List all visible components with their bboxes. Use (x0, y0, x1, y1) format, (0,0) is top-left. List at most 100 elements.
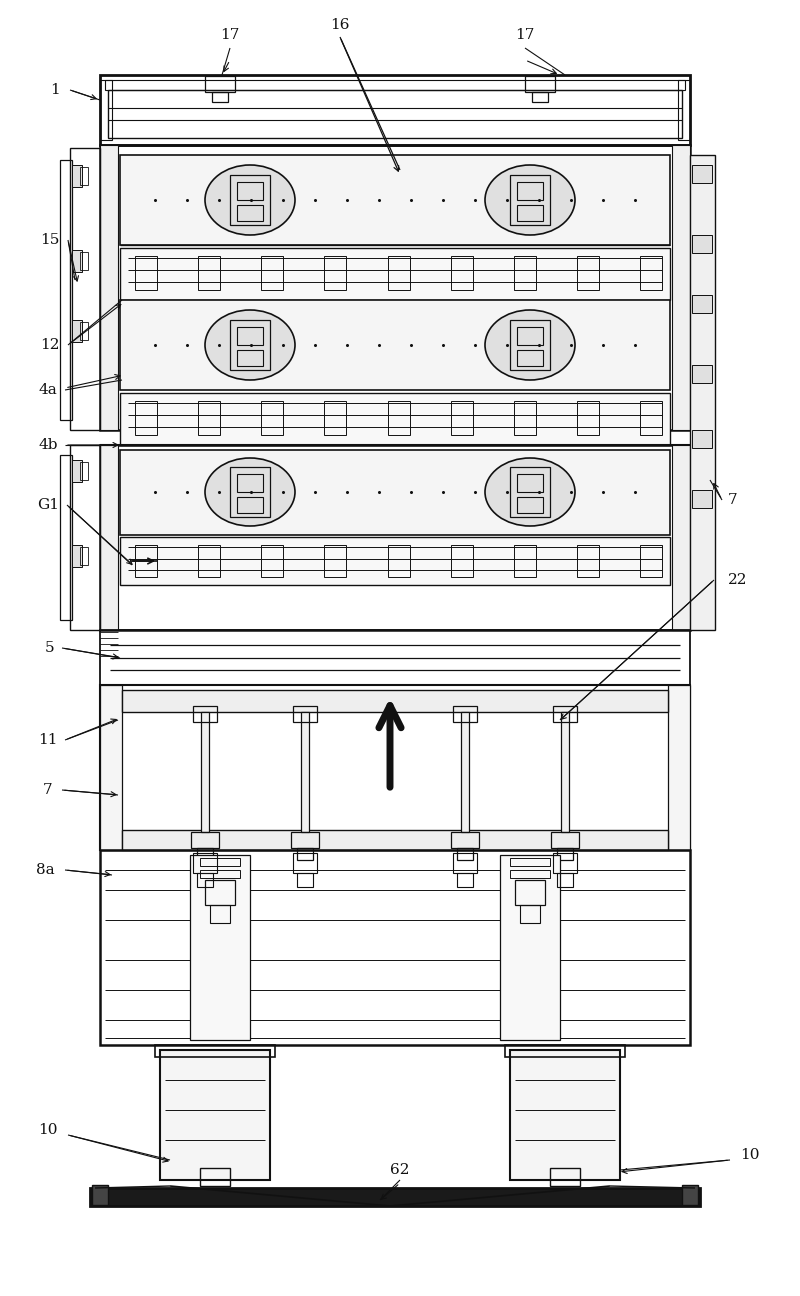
Bar (505, 1045, 625, 1058)
Bar (561, 712, 569, 832)
Bar (60, 455, 72, 619)
Bar (198, 400, 220, 435)
Bar (510, 175, 550, 226)
Bar (100, 686, 122, 850)
Bar (517, 205, 543, 222)
Text: 62: 62 (390, 1163, 410, 1177)
Bar (510, 870, 550, 877)
Text: 16: 16 (330, 18, 350, 32)
Bar (457, 874, 473, 886)
Bar (100, 630, 690, 686)
Bar (237, 496, 263, 513)
Bar (120, 450, 670, 535)
Bar (120, 537, 670, 584)
Bar (205, 880, 235, 905)
Text: 17: 17 (220, 29, 240, 41)
Bar (193, 706, 217, 722)
Text: 10: 10 (38, 1124, 58, 1137)
Bar (70, 445, 100, 630)
Text: 1: 1 (50, 83, 60, 97)
Bar (105, 80, 685, 89)
Bar (324, 546, 346, 577)
Bar (550, 1168, 580, 1186)
Bar (672, 445, 690, 630)
Bar (577, 257, 599, 290)
Bar (160, 1050, 270, 1179)
Bar (532, 92, 548, 102)
Bar (237, 327, 263, 345)
Bar (517, 474, 543, 492)
Bar (293, 706, 317, 722)
Bar (100, 80, 112, 140)
Bar (692, 235, 712, 253)
Bar (70, 148, 100, 430)
Bar (297, 848, 313, 861)
Bar (450, 400, 473, 435)
Bar (640, 257, 662, 290)
Bar (682, 1185, 698, 1205)
Bar (198, 546, 220, 577)
Bar (457, 848, 473, 861)
Bar (80, 547, 88, 565)
Bar (262, 546, 283, 577)
Text: 10: 10 (740, 1148, 759, 1163)
Bar (237, 350, 263, 365)
Bar (577, 546, 599, 577)
Bar (122, 829, 668, 850)
Bar (135, 257, 157, 290)
Text: 8a: 8a (36, 863, 54, 877)
Bar (72, 460, 82, 482)
Bar (510, 320, 550, 369)
Bar (108, 89, 682, 137)
Bar (510, 1050, 620, 1179)
Bar (517, 327, 543, 345)
Bar (100, 445, 690, 630)
Bar (297, 874, 313, 886)
Bar (500, 855, 560, 1039)
Ellipse shape (205, 457, 295, 526)
Bar (450, 546, 473, 577)
Bar (135, 400, 157, 435)
Bar (672, 145, 690, 430)
Bar (198, 257, 220, 290)
Bar (92, 1185, 108, 1205)
Bar (230, 175, 270, 226)
Bar (212, 92, 228, 102)
Bar (191, 832, 219, 848)
Text: 4b: 4b (38, 438, 58, 452)
Bar (72, 320, 82, 342)
Ellipse shape (485, 310, 575, 380)
Bar (525, 76, 555, 92)
Bar (387, 400, 410, 435)
Bar (230, 467, 270, 517)
Bar (262, 400, 283, 435)
Bar (690, 156, 715, 630)
Ellipse shape (485, 457, 575, 526)
Bar (80, 461, 88, 480)
Bar (387, 257, 410, 290)
Text: 22: 22 (728, 573, 747, 587)
Bar (190, 855, 250, 1039)
Bar (120, 299, 670, 390)
Text: 15: 15 (40, 233, 60, 248)
Bar (201, 712, 209, 832)
Bar (100, 686, 690, 850)
Bar (510, 467, 550, 517)
Bar (72, 165, 82, 187)
Bar (293, 853, 317, 874)
Bar (515, 880, 545, 905)
Bar (193, 853, 217, 874)
Bar (80, 251, 88, 270)
Bar (692, 490, 712, 508)
Bar (237, 474, 263, 492)
Bar (692, 365, 712, 384)
Bar (517, 350, 543, 365)
Ellipse shape (205, 310, 295, 380)
Text: 12: 12 (40, 338, 60, 353)
Bar (510, 858, 550, 866)
Text: 4a: 4a (38, 384, 58, 397)
Bar (122, 689, 668, 712)
Bar (262, 257, 283, 290)
Bar (301, 712, 309, 832)
Bar (514, 546, 536, 577)
